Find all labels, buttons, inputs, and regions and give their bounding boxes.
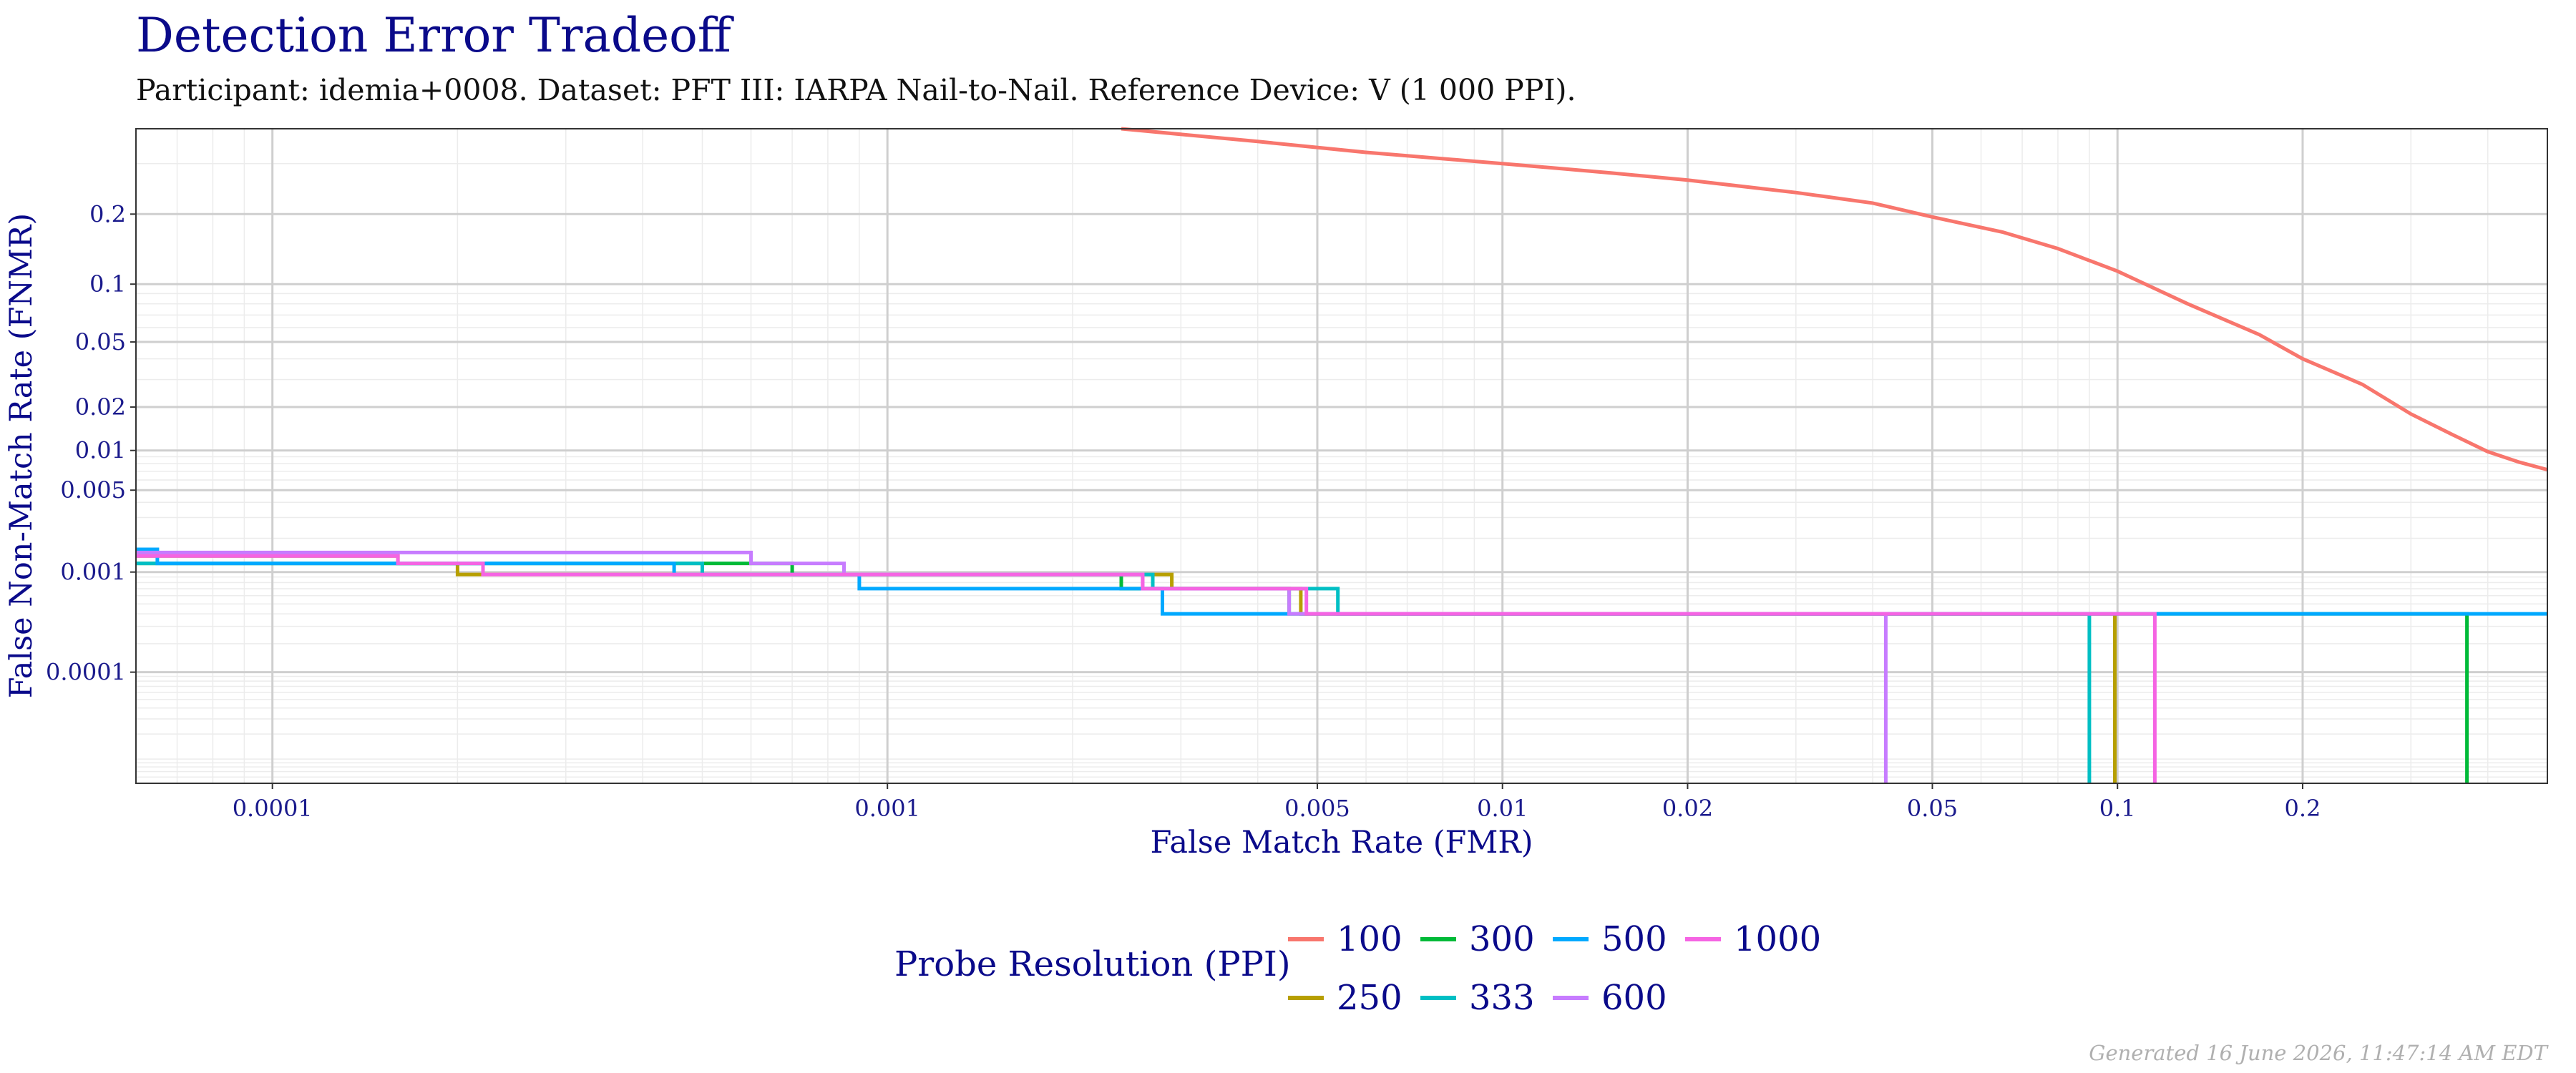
y-tick-label: 0.05 bbox=[75, 328, 126, 356]
x-tick-label: 0.0001 bbox=[233, 795, 313, 822]
plot-border bbox=[135, 128, 2548, 784]
chart-title: Detection Error Tradeoff bbox=[136, 8, 734, 63]
x-tick-label: 0.05 bbox=[1907, 795, 1958, 822]
legend-label-500: 500 bbox=[1601, 919, 1667, 959]
legend-label-600: 600 bbox=[1601, 978, 1667, 1018]
y-axis-ticks: 0.2 0.1 0.05 0.02 0.01 0.005 0.001 0.0001 bbox=[46, 200, 136, 686]
legend-label-333: 333 bbox=[1469, 978, 1535, 1018]
y-tick-label: 0.0001 bbox=[46, 659, 126, 686]
legend: Probe Resolution (PPI) 100 300 500 1000 250 3… bbox=[894, 919, 1821, 1018]
y-tick-label: 0.2 bbox=[89, 200, 126, 227]
y-axis-title: False Non-Match Rate (FNMR) bbox=[4, 213, 39, 698]
legend-label-300: 300 bbox=[1469, 919, 1535, 959]
y-tick-label: 0.001 bbox=[60, 559, 126, 586]
plot-background bbox=[136, 129, 2547, 783]
x-tick-label: 0.02 bbox=[1662, 795, 1713, 822]
plot-area bbox=[135, 127, 2548, 784]
legend-label-100: 100 bbox=[1337, 919, 1402, 959]
x-tick-label: 0.1 bbox=[2099, 795, 2136, 822]
series-layer bbox=[136, 127, 2548, 783]
legend-items: 100 300 500 1000 250 333 600 bbox=[1288, 919, 1821, 1018]
x-axis-title: False Match Rate (FMR) bbox=[1150, 825, 1533, 861]
y-tick-label: 0.1 bbox=[89, 270, 126, 298]
x-tick-label: 0.001 bbox=[854, 795, 920, 822]
legend-label-1000: 1000 bbox=[1734, 919, 1821, 959]
series-line-100 bbox=[1121, 127, 2548, 472]
generated-footer: Generated 16 June 2026, 11:47:14 AM EDT bbox=[2089, 1041, 2549, 1065]
x-tick-label: 0.01 bbox=[1477, 795, 1528, 822]
series-line-1000 bbox=[136, 554, 2157, 783]
legend-title: Probe Resolution (PPI) bbox=[894, 944, 1291, 984]
y-tick-label: 0.02 bbox=[75, 393, 126, 421]
y-tick-label: 0.005 bbox=[60, 476, 126, 504]
x-tick-label: 0.005 bbox=[1284, 795, 1350, 822]
x-axis-ticks: 0.0001 0.001 0.005 0.01 0.02 0.05 0.1 0.2 bbox=[233, 783, 2321, 822]
x-tick-label: 0.2 bbox=[2285, 795, 2321, 822]
chart-subtitle: Participant: idemia+0008. Dataset: PFT I… bbox=[136, 73, 1576, 107]
y-tick-label: 0.01 bbox=[75, 437, 126, 464]
legend-label-250: 250 bbox=[1337, 978, 1402, 1018]
